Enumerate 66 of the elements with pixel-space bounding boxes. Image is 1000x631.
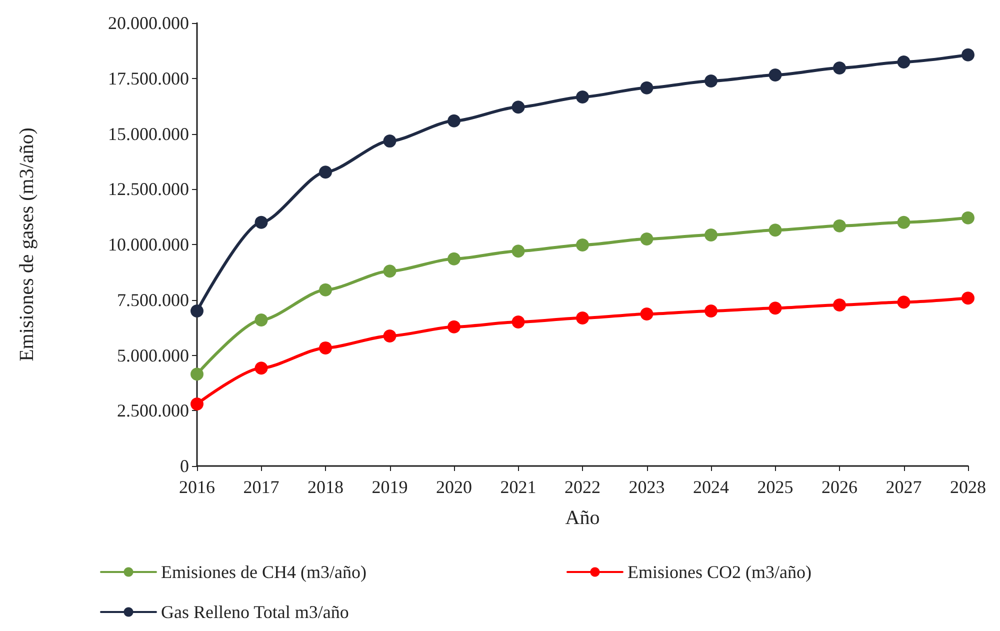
y-tick-label: 5.000.000 [117, 345, 189, 366]
point [576, 238, 589, 252]
y-tick-label: 7.500.000 [117, 290, 189, 310]
y-tick-label: 17.500.000 [108, 68, 189, 88]
point [833, 219, 846, 232]
x-tick-label: 2025 [757, 477, 794, 497]
point [383, 264, 396, 278]
point [768, 224, 782, 237]
y-axis-title: Emisiones de gases (m3/año) [16, 128, 38, 362]
y-tick-label: 15.000.000 [108, 124, 189, 144]
point [576, 90, 589, 104]
point [640, 232, 654, 246]
point [512, 100, 525, 114]
point [512, 244, 525, 258]
x-tick-label: 2023 [628, 477, 665, 497]
point [833, 61, 846, 74]
point [704, 228, 718, 242]
point [190, 397, 204, 410]
point [254, 216, 268, 229]
point [512, 316, 525, 329]
point [254, 362, 268, 375]
y-tick-label: 10.000.000 [108, 234, 189, 254]
legend-label: Emisiones de CH4 (m3/año) [161, 562, 366, 582]
x-tick-label: 2019 [372, 477, 408, 497]
point [962, 211, 974, 224]
point [768, 68, 782, 82]
x-tick-label: 2026 [822, 477, 858, 497]
y-tick-label: 20.000.000 [108, 13, 189, 33]
x-tick-label: 2021 [500, 477, 536, 497]
point [962, 292, 974, 305]
x-tick-label: 2022 [564, 477, 600, 497]
x-tick-label: 2016 [179, 477, 215, 497]
point [897, 216, 910, 229]
point [190, 304, 204, 318]
point [319, 341, 332, 354]
legend-label: Gas Relleno Total m3/año [161, 602, 349, 622]
x-tick-label: 2018 [308, 477, 344, 497]
point [190, 368, 204, 381]
point [383, 134, 396, 148]
x-axis-title: Año [565, 507, 600, 529]
point [319, 283, 332, 296]
point [254, 314, 268, 327]
point [576, 312, 589, 325]
point [448, 320, 460, 334]
x-tick-label: 2024 [693, 477, 729, 497]
x-tick-label: 2028 [950, 477, 986, 497]
point [640, 308, 654, 321]
x-tick-label: 2017 [243, 477, 280, 497]
y-tick-label: 12.500.000 [108, 179, 189, 200]
point [768, 302, 782, 315]
legend-label: Emisiones CO2 (m3/año) [627, 562, 812, 582]
x-tick-label: 2020 [436, 477, 472, 497]
point [962, 48, 974, 62]
point [319, 166, 332, 179]
point [833, 298, 846, 312]
y-tick-label: 0 [180, 456, 189, 476]
x-tick-label: 2027 [886, 477, 922, 497]
point [897, 296, 910, 309]
point [640, 81, 654, 94]
point [383, 329, 396, 342]
point [448, 252, 460, 266]
point [897, 55, 910, 68]
point [704, 304, 718, 318]
point [448, 114, 460, 128]
y-tick-label: 2.500.000 [117, 400, 189, 421]
point [704, 74, 718, 88]
